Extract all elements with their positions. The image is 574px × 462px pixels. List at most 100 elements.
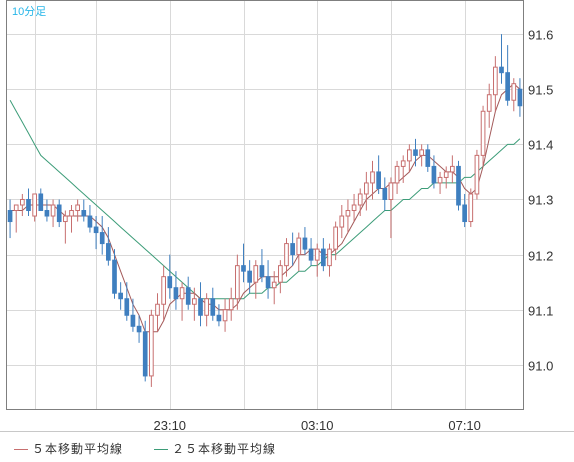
candle-down (321, 248, 326, 267)
legend-ma5-swatch (14, 449, 28, 451)
x-tick-label: 07:10 (448, 418, 481, 432)
candle-up (407, 149, 412, 162)
candle-down (241, 265, 246, 272)
y-tick-label: 91.4 (528, 138, 553, 153)
candle-down (185, 287, 191, 305)
legend-ma5: ５本移動平均線 (14, 440, 123, 457)
candle-down (167, 276, 173, 289)
candle-down (308, 248, 314, 261)
candle-down (99, 232, 105, 245)
candle-down (136, 325, 142, 333)
candle-up (419, 149, 424, 156)
candle-down (38, 193, 44, 212)
y-tick-label: 91.3 (528, 193, 553, 208)
candle-down (130, 314, 136, 327)
candle-down (142, 331, 148, 377)
candle-up (204, 298, 209, 316)
candle-up (474, 154, 480, 195)
legend-ma25-swatch (154, 449, 168, 451)
candle-up (370, 171, 375, 184)
candle-up (222, 309, 228, 322)
candle-up (364, 182, 369, 195)
candle-down (302, 237, 308, 250)
x-tick-label: 23:10 (154, 418, 187, 432)
candle-up (333, 226, 338, 250)
y-tick-label: 91.0 (528, 359, 553, 374)
candle-down (413, 149, 418, 156)
candle-up (75, 204, 80, 212)
candle-up (468, 193, 474, 223)
candle-up (284, 243, 289, 267)
candle-down (382, 187, 388, 200)
candle-up (296, 237, 302, 256)
candle-up (345, 210, 351, 217)
candle-up (278, 265, 283, 283)
candle-down (198, 298, 203, 316)
candle-down (376, 171, 381, 189)
candle-up (450, 165, 455, 173)
candle-down (431, 165, 437, 184)
candle-up (63, 215, 68, 223)
y-tick-label: 91.5 (528, 83, 553, 98)
candle-up (149, 314, 154, 377)
candlestick-chart: 91.0 91.1 91.2 91.3 91.4 91.5 91.6 23:10 03:10 07… (7, 1, 553, 432)
x-tick-label: 03:10 (301, 418, 334, 432)
y-tick-label: 91.2 (528, 249, 553, 264)
candle-up (493, 66, 498, 96)
candle-down (112, 259, 117, 294)
candle-down (259, 265, 265, 278)
legend-divider (0, 431, 574, 432)
candle-down (462, 204, 467, 223)
candle-up (155, 303, 160, 316)
candle-up (357, 193, 363, 206)
candle-up (228, 298, 234, 311)
candle-up (192, 298, 197, 305)
candle-down (210, 298, 216, 316)
candle-up (69, 210, 74, 217)
legend-ma5-label: ５本移動平均線 (32, 442, 124, 456)
candle-up (179, 287, 185, 300)
candle-up (161, 276, 166, 305)
candle-down (93, 226, 99, 234)
candle-down (216, 314, 222, 322)
candle-up (20, 198, 25, 206)
candle-down (26, 198, 31, 212)
candle-up (13, 204, 19, 212)
candle-up (339, 215, 345, 228)
candle-up (437, 176, 443, 184)
candle-down (517, 88, 523, 107)
candle-up (314, 248, 320, 261)
candle-up (486, 94, 492, 112)
candle-up (253, 265, 259, 283)
plot-area (6, 0, 524, 410)
candle-down (425, 149, 431, 167)
interval-label: 10分足 (12, 6, 47, 18)
candle-up (327, 248, 332, 267)
candle-down (56, 204, 62, 223)
candle-down (87, 215, 93, 228)
candle-down (7, 210, 13, 223)
candle-down (124, 298, 130, 316)
candle-up (235, 265, 240, 300)
candle-up (351, 204, 357, 212)
legend-ma25-label: ２５本移動平均線 (172, 442, 277, 456)
candle-up (480, 110, 486, 156)
legend-ma25: ２５本移動平均線 (154, 440, 276, 457)
candle-up (400, 160, 406, 167)
candle-up (271, 281, 277, 289)
candle-down (456, 165, 461, 206)
candle-down (81, 210, 87, 217)
ma5-line (10, 83, 521, 333)
candle-down (505, 72, 510, 101)
candle-up (50, 204, 56, 217)
candle-down (499, 66, 504, 74)
candle-down (44, 210, 50, 217)
candle-up (443, 171, 449, 178)
candle-down (118, 292, 123, 300)
candle-up (511, 83, 517, 101)
y-tick-label: 91.1 (528, 304, 553, 319)
candle-down (106, 243, 111, 261)
candle-down (247, 270, 252, 283)
candle-up (394, 165, 400, 184)
